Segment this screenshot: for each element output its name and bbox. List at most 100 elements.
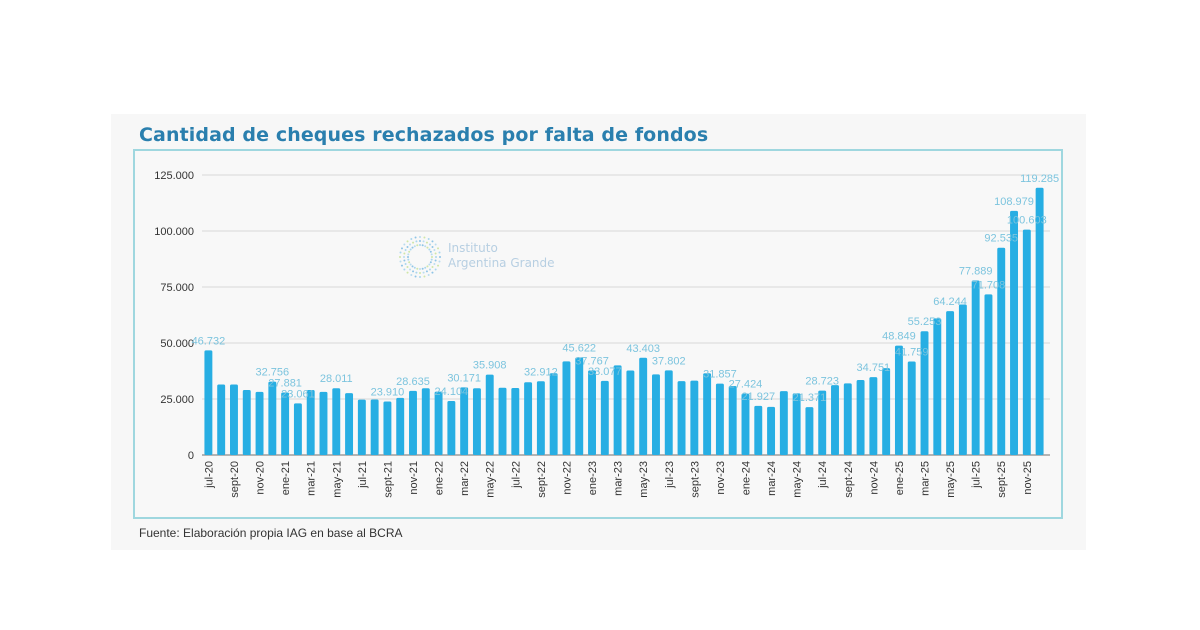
bar bbox=[319, 391, 328, 455]
bar bbox=[767, 406, 776, 455]
x-tick-label: may-23 bbox=[638, 461, 650, 498]
logo-dot bbox=[429, 261, 432, 264]
logo-dot bbox=[415, 240, 418, 243]
bar bbox=[792, 393, 801, 455]
logo-dot bbox=[406, 271, 409, 274]
data-label: 43.403 bbox=[626, 343, 660, 355]
logo-dot bbox=[428, 248, 431, 251]
bar bbox=[805, 407, 814, 455]
x-tick-label: nov-24 bbox=[868, 461, 880, 495]
logo-dot bbox=[438, 260, 441, 263]
logo-dot bbox=[410, 237, 413, 240]
x-tick-label: jul-25 bbox=[971, 461, 983, 489]
bar bbox=[472, 388, 481, 455]
logo-dot bbox=[399, 256, 401, 258]
data-label: 100.603 bbox=[1007, 215, 1047, 227]
logo-dot bbox=[421, 267, 424, 270]
data-label: 37.767 bbox=[575, 355, 609, 367]
bar bbox=[383, 401, 392, 455]
logo-dot bbox=[408, 250, 411, 253]
bar bbox=[971, 280, 980, 455]
logo-dot bbox=[409, 268, 412, 271]
logo-dot bbox=[404, 249, 407, 252]
bar bbox=[217, 384, 226, 455]
logo-dot bbox=[415, 271, 418, 274]
x-tick-label: mar-22 bbox=[459, 461, 471, 496]
bar bbox=[485, 374, 494, 455]
x-tick-label: sept-24 bbox=[843, 461, 855, 498]
x-tick-label: sept-25 bbox=[996, 461, 1008, 498]
bar bbox=[984, 294, 993, 455]
logo-dot bbox=[404, 262, 407, 265]
logo-dot bbox=[403, 252, 406, 255]
bar bbox=[357, 399, 366, 455]
logo-dot bbox=[426, 265, 429, 268]
x-tick-label: sept-21 bbox=[382, 461, 394, 498]
logo-dot bbox=[411, 246, 414, 249]
watermark-text: Instituto Argentina Grande bbox=[448, 241, 555, 271]
x-tick-label: jul-22 bbox=[510, 461, 522, 489]
bar bbox=[856, 379, 865, 455]
data-label: 108.979 bbox=[994, 196, 1034, 208]
logo-dot bbox=[400, 264, 403, 267]
data-label: 28.011 bbox=[320, 373, 353, 385]
data-label: 21.927 bbox=[741, 391, 775, 403]
logo-dot bbox=[431, 256, 433, 258]
logo-dot bbox=[434, 259, 437, 262]
data-label: 23.910 bbox=[371, 386, 405, 398]
bar bbox=[754, 405, 763, 455]
bar bbox=[894, 345, 903, 455]
data-label: 27.424 bbox=[729, 379, 763, 391]
logo-dot bbox=[437, 264, 440, 267]
bar bbox=[588, 370, 596, 455]
logo-dot bbox=[399, 260, 402, 263]
x-tick-label: sept-20 bbox=[229, 461, 241, 498]
bar bbox=[831, 385, 839, 455]
logo-dot bbox=[399, 251, 402, 254]
logo-dot bbox=[412, 241, 415, 244]
bar bbox=[882, 368, 891, 455]
bar bbox=[370, 399, 379, 455]
data-label: 28.723 bbox=[805, 376, 839, 388]
bar bbox=[600, 380, 609, 455]
logo-dot bbox=[425, 241, 428, 244]
bar bbox=[818, 390, 827, 455]
data-label: 71.708 bbox=[972, 279, 1006, 291]
x-tick-label: may-24 bbox=[792, 461, 804, 498]
logo-dot bbox=[407, 256, 409, 258]
logo-dot bbox=[434, 243, 437, 246]
bar bbox=[920, 331, 929, 455]
y-tick-label: 100.000 bbox=[154, 226, 194, 238]
logo-dot bbox=[421, 244, 424, 247]
logo-dot bbox=[413, 266, 416, 269]
logo-dot bbox=[410, 274, 413, 277]
x-tick-label: mar-25 bbox=[920, 461, 932, 496]
bar bbox=[562, 361, 571, 455]
logo-dot bbox=[419, 244, 421, 246]
logo-dot bbox=[400, 247, 403, 250]
logo-dot bbox=[435, 256, 437, 258]
bar bbox=[652, 374, 660, 455]
x-tick-label: jul-20 bbox=[203, 461, 215, 489]
bar bbox=[421, 388, 430, 455]
bar bbox=[958, 304, 967, 455]
logo-dot bbox=[429, 250, 432, 253]
bar bbox=[728, 386, 737, 455]
data-label: 34.751 bbox=[857, 362, 891, 374]
logo-dot bbox=[433, 249, 436, 252]
x-tick-label: sept-23 bbox=[689, 461, 701, 498]
bar bbox=[613, 365, 622, 455]
data-label: 55.253 bbox=[908, 316, 942, 328]
watermark-logo: Instituto Argentina Grande bbox=[398, 233, 568, 281]
x-tick-label: ene-23 bbox=[587, 461, 599, 495]
bar bbox=[281, 392, 290, 455]
data-label: 32.756 bbox=[256, 367, 290, 379]
data-label: 45.622 bbox=[562, 343, 596, 355]
logo-dot bbox=[409, 263, 412, 266]
logo-dot bbox=[409, 243, 412, 246]
logo-dot bbox=[438, 251, 441, 254]
logo-dot bbox=[403, 259, 406, 262]
bar bbox=[345, 393, 354, 455]
logo-dot bbox=[428, 268, 431, 271]
bar bbox=[536, 381, 545, 455]
